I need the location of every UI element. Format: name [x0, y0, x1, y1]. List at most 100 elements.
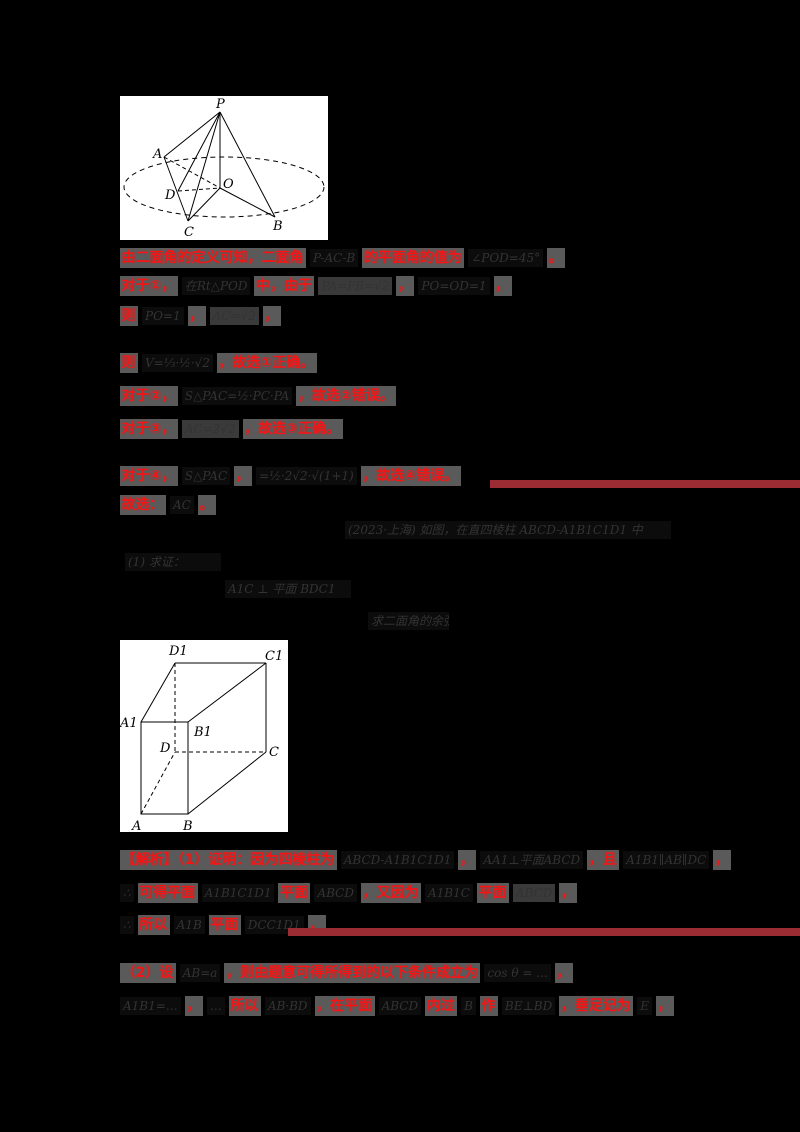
math-segment: PO=OD=1 [418, 277, 490, 295]
solution-line-3: 则 PO=1 ， AC=√2 ， [120, 305, 281, 327]
vertex-label-a: A [131, 819, 141, 832]
text-segment: ， [554, 963, 573, 983]
math-segment: ABCD-A1B1C1D1 [340, 851, 455, 869]
text-segment: 平面 [278, 883, 311, 903]
math-segment: 在Rt△POD [181, 277, 251, 295]
text-segment: ，则由题意可得所得到的以下条件成立为 [224, 963, 481, 983]
text-segment: ，故选①正确。 [216, 353, 317, 373]
math-segment: S△PAC [181, 467, 231, 485]
highlight-bar [490, 480, 800, 488]
solution2-line-5: A1B1=… ， … 所以 AB·BD ，在平面 ABCD 内过 B 作 BE⊥… [120, 995, 674, 1017]
problem-line-4: 求二面角的余弦值 [368, 612, 449, 630]
math-segment: B [461, 997, 476, 1015]
problem-line-2: (1) 求证： [125, 553, 221, 571]
vertex-label-d: D [159, 741, 171, 756]
math-segment: S△PAC=½·PC·PA [181, 387, 293, 405]
text-segment: ，且 [587, 850, 620, 870]
text-segment: 对于④， [120, 466, 178, 486]
solution-line-1: 由二面角的定义可知，二面角 P-AC-B 的平面角的值为 ∠POD=45° 。 [120, 247, 566, 269]
text-segment: 。 [197, 495, 216, 515]
text-segment: ，垂足记为 [559, 996, 634, 1016]
vertex-label-c1: C1 [265, 649, 283, 664]
text-segment: 所以 [137, 915, 170, 935]
text-segment: ， [493, 276, 512, 296]
text-segment: ， [262, 306, 281, 326]
vertex-label-d1: D1 [168, 644, 188, 659]
cone-diagram: P A D O C B [123, 97, 325, 240]
vertex-label-b: B [272, 219, 283, 234]
math-segment: ∴ [120, 916, 134, 934]
math-segment: ABCD [314, 884, 357, 902]
text-segment: 内过 [425, 996, 458, 1016]
text-segment: 中，由于 [254, 276, 315, 296]
math-segment: A1B1∥AB∥DC [623, 851, 710, 869]
text-segment: 的平面角的值为 [362, 248, 465, 268]
vertex-label-d: D [164, 188, 176, 203]
text-segment: 故选： [120, 495, 166, 515]
text-segment: 作 [479, 996, 498, 1016]
figure-prism: D1 C1 A1 B1 D C A B [120, 640, 288, 832]
highlight-bar [288, 928, 800, 936]
solution2-line-2: ∴ 可得平面 A1B1C1D1 平面 ABCD ，又因为 A1B1C 平面 AB… [120, 882, 578, 904]
math-segment: PO=1 [142, 307, 184, 325]
math-segment: V=⅓·½·√2 [142, 354, 213, 372]
math-segment: ∴ [120, 884, 134, 902]
text-segment: 所以 [228, 996, 261, 1016]
answer-line: 故选： AC 。 [120, 494, 216, 516]
math-segment: cos θ = ... [484, 964, 551, 982]
text-segment: 平面 [208, 915, 241, 935]
prism-diagram: D1 C1 A1 B1 D C A B [120, 644, 283, 832]
math-segment: ABCD [378, 997, 422, 1015]
math-segment: =½·2√2·√(1+1) [256, 467, 357, 485]
text-segment: ，故选③正确。 [242, 419, 343, 439]
math-segment: A1B [173, 916, 205, 934]
text-segment: ，又因为 [360, 883, 421, 903]
math-segment: E [637, 997, 652, 1015]
text-segment: 对于①， [120, 276, 178, 296]
solution2-line-4: （2）设 AB=a ，则由题意可得所得到的以下条件成立为 cos θ = ...… [120, 962, 573, 984]
text-segment: 对于②， [120, 386, 178, 406]
math-segment: A1B1C1D1 [201, 884, 275, 902]
vertex-label-b1: B1 [193, 725, 212, 740]
text-segment: ， [234, 466, 253, 486]
text-segment: 可得平面 [137, 883, 198, 903]
text-segment: ， [396, 276, 415, 296]
vertex-label-p: P [215, 97, 225, 112]
text-segment: ，在平面 [314, 996, 375, 1016]
text-segment: ， [713, 850, 732, 870]
math-segment: PA=PB=√2 [318, 277, 393, 295]
vertex-label-a: A [152, 147, 162, 162]
math-segment: A1B1=… [120, 997, 181, 1015]
text-segment: ， [184, 996, 203, 1016]
math-segment: AC [170, 496, 194, 514]
solution-line-4: 则 V=⅓·½·√2 ，故选①正确。 [120, 352, 317, 374]
text-segment: ，故选④错误。 [360, 466, 461, 486]
math-segment: AA1⊥平面ABCD [480, 851, 584, 869]
problem-line-1: (2023·上海) 如图，在直四棱柱 ABCD-A1B1C1D1 中 [345, 521, 671, 539]
math-segment: ABCD [512, 884, 556, 902]
text-segment: 对于③， [120, 419, 178, 439]
text-segment: 则 [120, 306, 138, 326]
math-segment: P-AC-B [310, 249, 359, 267]
text-segment: ，故选②错误。 [296, 386, 397, 406]
math-segment: BE⊥BD [501, 997, 556, 1015]
figure-cone-pyramid: P A D O C B [120, 96, 328, 240]
math-segment: AC=√2 [209, 307, 259, 325]
solution-line-5: 对于②， S△PAC=½·PC·PA ，故选②错误。 [120, 385, 397, 407]
solution-line-7: 对于④， S△PAC ， =½·2√2·√(1+1) ，故选④错误。 [120, 465, 461, 487]
text-segment: 。 [547, 248, 566, 268]
text-segment: （2）设 [120, 963, 176, 983]
text-segment: ， [458, 850, 477, 870]
solution-line-6: 对于③， AC=2√2 ，故选③正确。 [120, 418, 343, 440]
math-segment: A1B1C [424, 884, 473, 902]
solution-line-2: 对于①， 在Rt△POD 中，由于 PA=PB=√2 ， PO=OD=1 ， [120, 275, 512, 297]
text-segment: ， [655, 996, 674, 1016]
math-segment: ∠POD=45° [468, 249, 544, 267]
math-segment: AC=2√2 [181, 420, 239, 438]
text-segment: ， [187, 306, 206, 326]
text-segment: 由二面角的定义可知，二面角 [120, 248, 306, 268]
vertex-label-c: C [184, 225, 194, 240]
math-segment: … [206, 997, 225, 1015]
text-segment: 平面 [476, 883, 509, 903]
problem-line-3: A1C ⊥ 平面 BDC1 [225, 580, 351, 598]
